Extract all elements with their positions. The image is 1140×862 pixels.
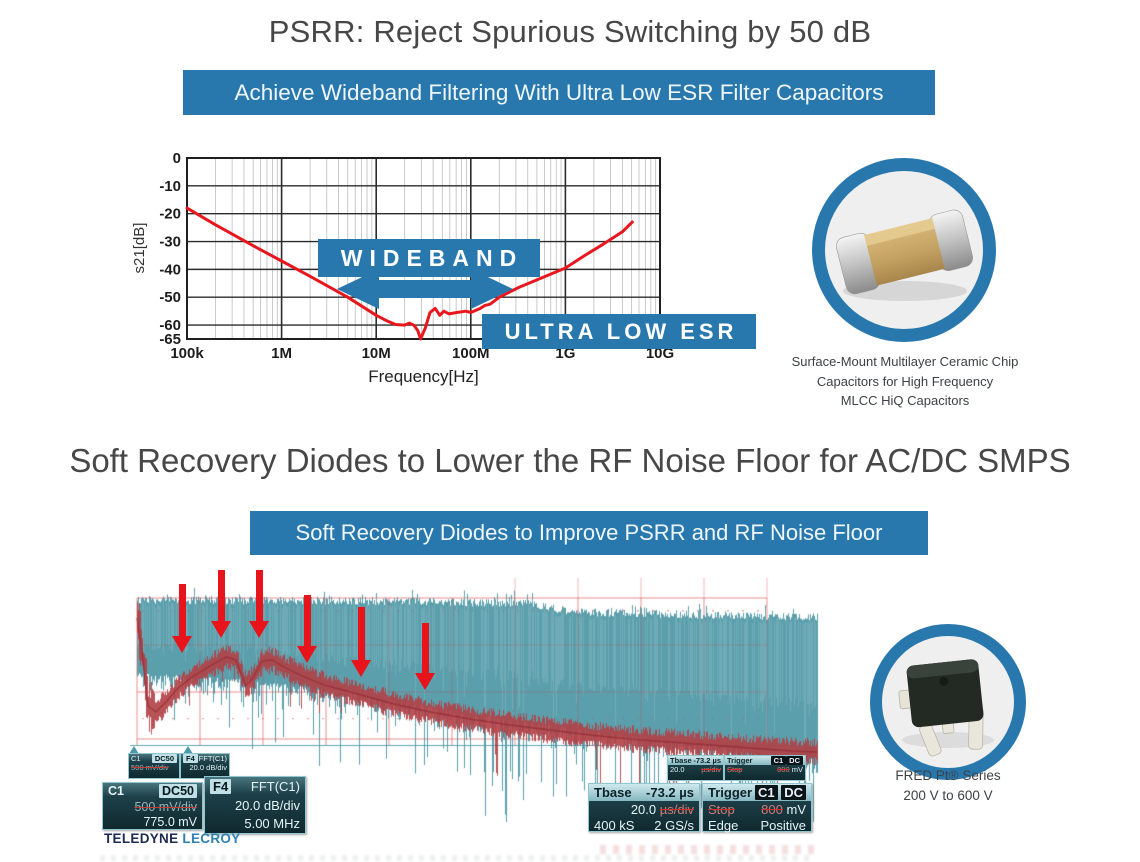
tbase-label: Tbase — [594, 785, 632, 800]
diode-photo-circle — [870, 624, 1026, 780]
tbase-box: Tbase -73.2 µs 20.0 µs/div 400 kS 2 GS/s — [588, 783, 700, 833]
trigger-mode: Stop — [727, 765, 743, 774]
sample-rate: 2 GS/s — [654, 817, 694, 833]
trigger-box: Trigger C1 DC Stop 800 mV Edge Positive — [702, 783, 812, 833]
section1-banner: Achieve Wideband Filtering With Ultra Lo… — [183, 70, 935, 115]
wideband-label: WIDEBAND — [318, 239, 540, 277]
tdiv-unit: µs/div — [701, 765, 721, 774]
svg-text:Frequency[Hz]: Frequency[Hz] — [368, 367, 479, 386]
sample-count: 400 kS — [594, 817, 635, 833]
trigger-label: Trigger — [727, 756, 753, 765]
caption-line: 200 V to 600 V — [903, 788, 993, 804]
section2-title: Soft Recovery Diodes to Lower the RF Noi… — [69, 442, 1071, 479]
svg-text:-30: -30 — [159, 234, 181, 251]
teledyne-lecroy-logo: TELEDYNE LECROY — [104, 831, 240, 846]
channel-label: C1 — [131, 754, 141, 763]
svg-text:s21[dB]: s21[dB] — [131, 223, 148, 274]
svg-text:-60: -60 — [159, 317, 181, 334]
capacitor-photo-circle — [812, 158, 996, 342]
mlcc-capacitor-photo — [836, 209, 973, 301]
trigger-level: 800 — [761, 801, 783, 817]
spur-arrow-icon — [415, 623, 435, 690]
trigger-mode: Stop — [708, 801, 735, 817]
caption-line: Capacitors for High Frequency — [816, 373, 994, 389]
svg-text:1G: 1G — [555, 345, 575, 362]
spur-arrow-icon — [249, 570, 269, 638]
svg-text:-40: -40 — [159, 261, 181, 278]
svg-text:10M: 10M — [362, 345, 391, 362]
tbase-box-small: Tbase -73.2 µs 20.0 µs/div — [667, 755, 724, 781]
trigger-box-small: Trigger C1 DC Stop 800 mV — [724, 755, 806, 781]
coupling-badge: DC50 — [159, 784, 197, 798]
trigger-coupling-badge: DC — [786, 756, 803, 765]
fft-scale-value: 20.0 dB/div — [189, 763, 227, 772]
tdiv-number: 20.0 — [670, 765, 685, 774]
offset-value: 775.0 mV — [143, 814, 197, 829]
caption-line: Surface-Mount Multilayer Ceramic Chip — [791, 354, 1019, 369]
logo-teledyne: TELEDYNE — [104, 831, 179, 846]
tdiv-number: 20.0 — [630, 801, 657, 817]
trigger-source-badge: C1 — [754, 785, 778, 800]
trigger-source-badge: C1 — [770, 756, 787, 765]
svg-text:-65: -65 — [159, 331, 181, 348]
svg-text:-10: -10 — [159, 178, 181, 195]
tbase-label: Tbase — [670, 756, 692, 765]
fft-span-value: 5.00 MHz — [244, 815, 300, 831]
trigger-kind: Edge — [708, 817, 739, 833]
c1-trace-marker-icon — [129, 746, 139, 754]
coupling-badge: DC50 — [151, 754, 177, 763]
svg-text:10G: 10G — [646, 345, 674, 362]
caption-line: FRED Pt® Series — [895, 768, 1001, 783]
tbase-value: -73.2 µs — [646, 785, 694, 800]
fft-function-label: FFT(C1) — [198, 754, 227, 763]
fft-scale-value: 20.0 dB/div — [234, 797, 300, 813]
capacitor-caption: Surface-Mount Multilayer Ceramic Chip Ca… — [770, 352, 1040, 411]
c1-descriptor-box: C1 DC50 500 mV/div 775.0 mV — [102, 782, 203, 830]
svg-text:100M: 100M — [452, 345, 490, 362]
dpak-diode-photo — [898, 659, 994, 757]
f4-trace-marker-icon — [183, 746, 193, 754]
f4-descriptor-box-small: F4 FFT(C1) 20.0 dB/div — [180, 753, 230, 779]
spur-arrow-icon — [351, 607, 371, 677]
trigger-slope: Positive — [760, 817, 806, 833]
tbase-value: -73.2 µs — [693, 756, 721, 765]
channel-label: F4 — [210, 779, 232, 794]
svg-text:100k: 100k — [170, 345, 204, 362]
svg-text:-50: -50 — [159, 289, 181, 306]
oscilloscope-screenshot: C1 DC50 500 mV/div F4 FFT(C1) 20.0 dB/div … — [100, 560, 820, 860]
caption-line: MLCC HiQ Capacitors — [840, 393, 970, 408]
vdiv-value: 500 mV/div — [131, 763, 169, 772]
cropped-content-sliver — [100, 855, 810, 861]
diode-caption: FRED Pt® Series 200 V to 600 V — [868, 766, 1028, 807]
section2-banner: Soft Recovery Diodes to Improve PSRR and… — [250, 511, 928, 555]
trigger-label: Trigger — [708, 785, 753, 800]
channel-label: C1 — [108, 784, 124, 798]
cropped-content-sliver — [600, 845, 814, 854]
logo-lecroy: LECROY — [182, 831, 241, 846]
trigger-level-unit: mV — [791, 765, 803, 774]
trigger-level: 800 — [777, 765, 790, 774]
wideband-double-arrow-icon — [337, 269, 513, 309]
tdiv-unit: µs/div — [659, 801, 694, 817]
spur-arrow-icon — [172, 584, 192, 653]
c1-descriptor-box-small: C1 DC50 500 mV/div — [128, 753, 180, 779]
svg-text:0: 0 — [173, 150, 181, 167]
trigger-coupling-badge: DC — [781, 785, 806, 800]
spur-arrow-icon — [297, 595, 317, 663]
s21-frequency-chart: 0 -10 -20 -30 -40 -50 -60 -65 100k 1M 10M 100M 1G 10G… — [120, 145, 756, 395]
trigger-level-unit: mV — [786, 801, 807, 817]
svg-text:-20: -20 — [159, 206, 181, 223]
spur-arrow-icon — [211, 570, 231, 638]
fft-function-label: FFT(C1) — [250, 779, 300, 794]
channel-label: F4 — [183, 754, 198, 763]
f4-descriptor-box: F4 FFT(C1) 20.0 dB/div 5.00 MHz — [204, 776, 306, 834]
vdiv-value: 500 mV/div — [134, 799, 197, 814]
page-title: PSRR: Reject Spurious Switching by 50 dB — [268, 14, 872, 49]
ultra-low-esr-label: ULTRA LOW ESR — [482, 314, 756, 349]
svg-text:1M: 1M — [271, 345, 292, 362]
